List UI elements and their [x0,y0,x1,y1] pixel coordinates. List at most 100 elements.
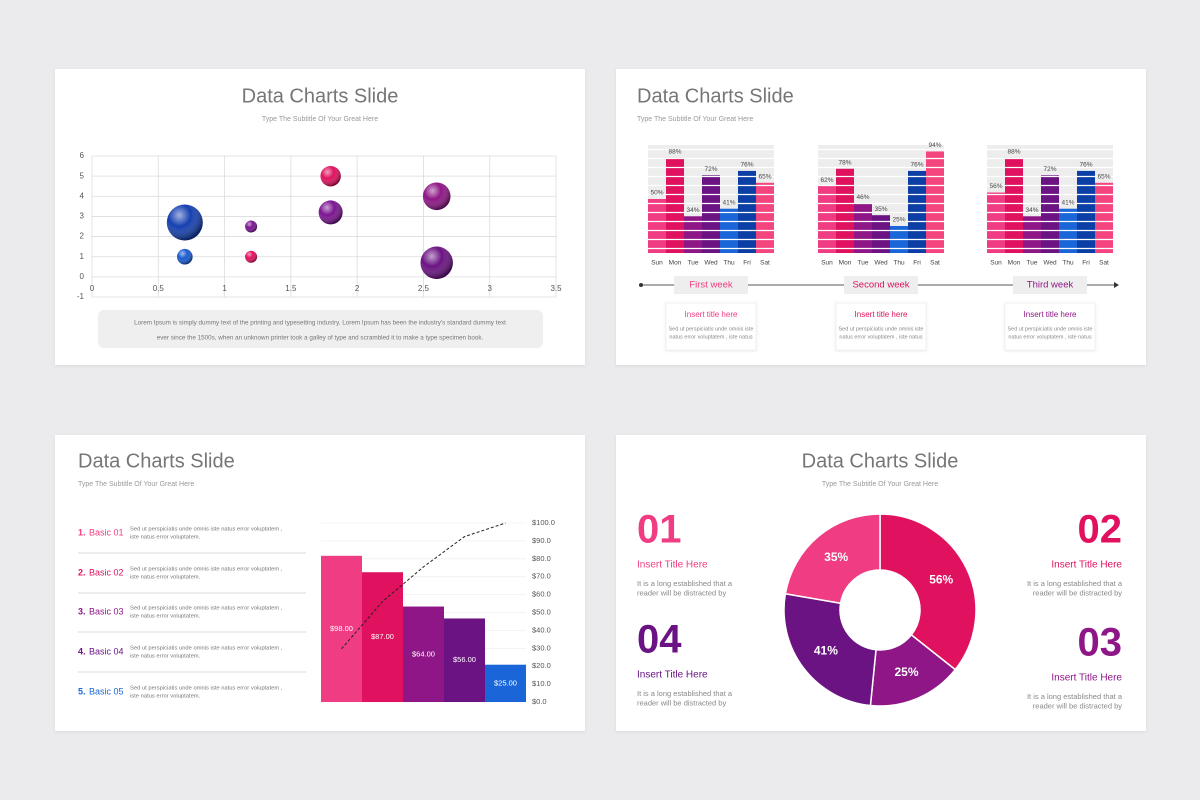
bar [818,186,836,253]
card-title: Insert title here [855,310,908,319]
value-label: 62% [820,177,833,184]
x-tick-label: Thu [723,260,735,267]
y2-tick-label: $10.0 [532,679,551,688]
timeline-arrow [1114,282,1119,288]
list-text: iste natus error voluptatem. [130,614,201,620]
value-label: 34% [1025,207,1038,214]
value-label: 88% [1007,149,1020,156]
x-tick-label: Tue [858,260,869,267]
x-tick-label: Wed [874,260,888,267]
bubble-shine [177,248,193,265]
card-text: natus error voluptatem , iste natus [1008,334,1091,340]
week-label: First week [689,280,733,291]
item-text: reader will be distracted by [637,698,726,707]
bubble-shine [320,165,341,187]
item-text: reader will be distracted by [1033,701,1122,710]
slice-label: 35% [824,550,848,564]
slide-subtitle: Type The Subtitle Of Your Great Here [78,481,194,488]
list-text: iste natus error voluptatem. [130,654,201,660]
slide-subtitle: Type The Subtitle Of Your Great Here [637,116,753,123]
x-tick-label: Tue [688,260,699,267]
bar [836,168,854,253]
value-label: $98.00 [330,624,353,633]
x-tick-label: Fri [743,260,751,267]
value-label: $64.00 [412,649,435,658]
y-tick-label: 2 [80,232,85,241]
note-text: Lorem Ipsum is simply dummy text of the … [134,320,506,327]
x-tick-label: Fri [1082,260,1090,267]
x-tick-label: 2 [355,284,360,293]
y-tick-label: -1 [77,292,85,301]
item-text: It is a long established that a [637,579,733,588]
x-tick-label: Thu [1062,260,1074,267]
bubble-shine [245,250,258,263]
list-label: Basic 02 [89,567,124,577]
item-number: 02 [1078,508,1123,552]
value-label: 34% [686,207,699,214]
x-tick-label: Thu [893,260,905,267]
bar [1023,216,1041,253]
card-text: natus error voluptatem , iste natus [669,334,752,340]
slice-label: 56% [929,573,953,587]
week-box [1013,276,1087,294]
y2-tick-label: $0.0 [532,697,547,706]
x-tick-label: Fri [913,260,921,267]
x-tick-label: Wed [1043,260,1057,267]
x-tick-label: Sun [821,260,833,267]
x-tick-label: Sun [990,260,1002,267]
week-label: Second week [852,280,909,291]
bubble-shine [318,200,343,225]
list-text: Sed ut perspiciatis unde omnis iste natu… [130,686,283,692]
slide-title: Data Charts Slide [242,85,399,107]
x-tick-label: 0 [90,284,95,293]
value-label: 76% [910,162,923,169]
bar [648,199,666,253]
list-text: Sed ut perspiciatis unde omnis iste natu… [130,567,283,573]
y2-tick-label: $90.0 [532,536,551,545]
x-tick-label: 1.5 [285,284,297,293]
value-label: $56.00 [453,655,476,664]
value-label: 88% [668,149,681,156]
value-label: 72% [704,166,717,173]
bar [1095,182,1113,253]
y2-tick-label: $80.0 [532,554,551,563]
value-label: 65% [1097,174,1110,181]
list-text: Sed ut perspiciatis unde omnis iste natu… [130,527,283,533]
bar [702,175,720,253]
x-tick-label: Sun [651,260,663,267]
value-label: 35% [874,206,887,213]
bar [321,555,362,702]
bar [1005,157,1023,253]
list-text: Sed ut perspiciatis unde omnis iste natu… [130,646,283,652]
y2-tick-label: $40.0 [532,625,551,634]
bar [666,157,684,253]
list-number: 1. [78,527,86,537]
item-title: Insert Title Here [1051,673,1122,684]
bubble-shine [245,220,258,233]
x-tick-label: Sat [760,260,770,267]
week-box [844,276,918,294]
value-label: 56% [989,183,1002,190]
value-label: 50% [650,190,663,197]
slice-label: 41% [814,643,838,657]
bar [756,182,774,253]
item-text: reader will be distracted by [1033,588,1122,597]
donut-slice [879,513,977,671]
bar [444,618,485,702]
card-text: natus error voluptatem , iste natus [839,334,922,340]
bubble-shine [166,204,203,241]
bar [926,151,944,253]
value-label: 46% [856,194,869,201]
y2-tick-label: $100.0 [532,518,555,527]
note-box [98,310,543,348]
y2-tick-label: $50.0 [532,607,551,616]
y2-tick-label: $70.0 [532,572,551,581]
bar [987,192,1005,253]
x-tick-label: Wed [704,260,718,267]
list-number: 3. [78,606,86,616]
bar [684,216,702,253]
bubble-shine [422,182,451,211]
y-tick-label: 0 [80,272,85,281]
value-label: $25.00 [494,678,517,687]
